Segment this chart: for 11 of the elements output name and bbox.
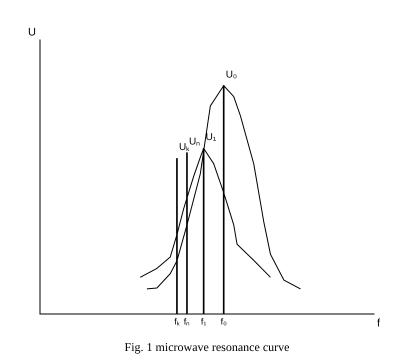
x-tick-label: f₀: [220, 316, 228, 327]
text: Fig. 1 microwave resonance curve: [124, 340, 290, 354]
annotation: U₀: [226, 69, 238, 80]
y-axis-title: U: [28, 26, 36, 39]
x-tick-label: fₙ: [184, 316, 190, 327]
x-tick-label: fₖ: [174, 316, 181, 327]
annotation: Uₖ: [178, 142, 190, 154]
annotation: U₁: [206, 132, 217, 144]
annotation: Uₙ: [188, 136, 200, 148]
x-tick-label: f₁: [200, 316, 206, 327]
x-axis-title: f: [377, 317, 381, 330]
